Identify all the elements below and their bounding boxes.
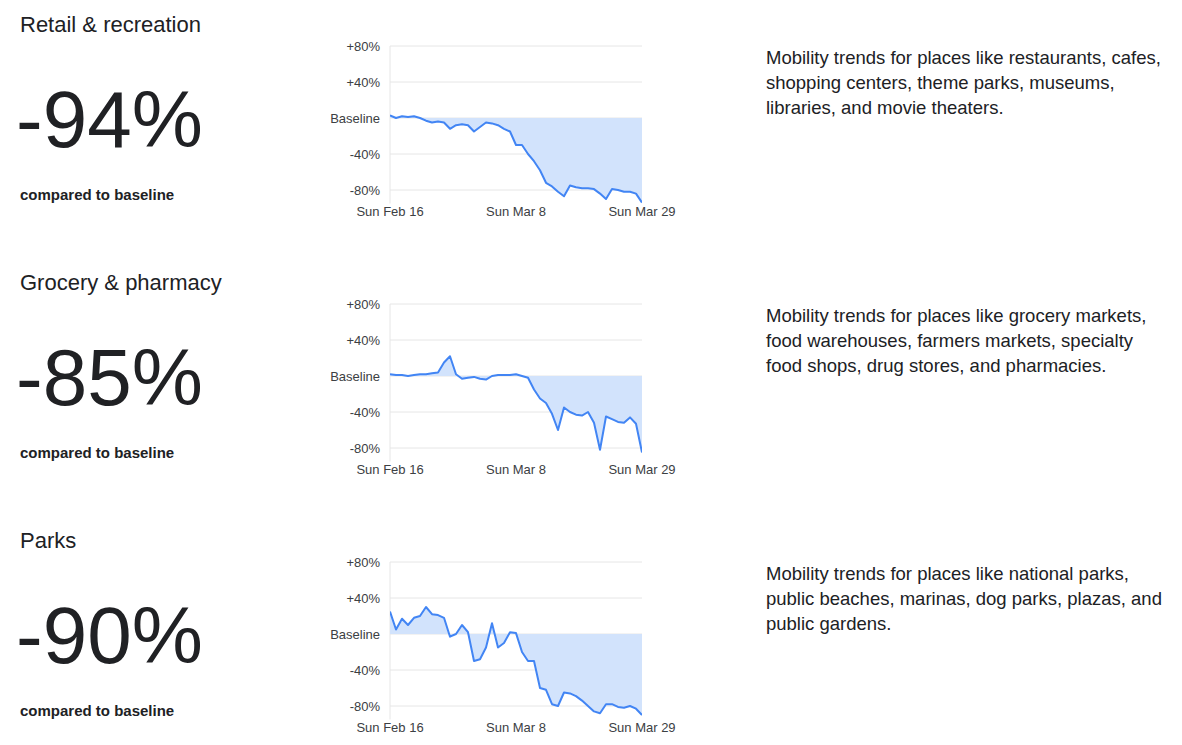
y-tick-label: +80% — [346, 555, 380, 570]
chart-title: Parks — [20, 528, 76, 553]
description: Mobility trends for places like restaura… — [766, 45, 1166, 120]
y-tick-label: -80% — [350, 441, 381, 456]
trend-line — [390, 356, 642, 452]
y-tick-label: -40% — [350, 405, 381, 420]
x-tick-label: Sun Feb 16 — [356, 720, 423, 735]
y-tick-label: Baseline — [330, 369, 380, 384]
grid-line — [390, 82, 642, 83]
subtitle: compared to baseline — [20, 186, 174, 203]
description: Mobility trends for places like national… — [766, 561, 1166, 636]
trend-line — [390, 115, 642, 202]
area-fill — [390, 607, 642, 715]
y-tick-label: -40% — [350, 663, 381, 678]
chart-panel: Grocery & pharmacy -85% compared to baseli… — [16, 270, 676, 477]
grid-line — [390, 448, 642, 449]
y-tick-label: -40% — [350, 147, 381, 162]
y-tick-label: +40% — [346, 333, 380, 348]
y-tick-label: Baseline — [330, 627, 380, 642]
y-axis-line — [390, 562, 391, 720]
y-axis-line — [390, 304, 391, 462]
x-tick-label: Sun Mar 8 — [486, 204, 546, 219]
x-tick-label: Sun Feb 16 — [356, 462, 423, 477]
y-tick-label: -80% — [350, 699, 381, 714]
chart-title: Grocery & pharmacy — [20, 270, 222, 295]
headline-value: -94% — [16, 75, 203, 164]
x-tick-label: Sun Mar 29 — [608, 720, 675, 735]
y-tick-label: -80% — [350, 183, 381, 198]
data-group — [390, 356, 642, 452]
y-tick-label: Baseline — [330, 111, 380, 126]
y-tick-label: +80% — [346, 297, 380, 312]
chart-panel: Retail & recreation -94% compared to basel… — [16, 12, 676, 219]
x-tick-label: Sun Feb 16 — [356, 204, 423, 219]
trend-line — [390, 607, 642, 715]
y-axis-line — [390, 46, 391, 204]
x-tick-label: Sun Mar 29 — [608, 204, 675, 219]
grid-line — [390, 562, 642, 563]
data-group — [390, 115, 642, 202]
grid-line — [390, 46, 642, 47]
grid-line — [390, 340, 642, 341]
grid-line — [390, 598, 642, 599]
x-tick-label: Sun Mar 8 — [486, 720, 546, 735]
headline-value: -85% — [16, 333, 203, 422]
area-fill — [390, 115, 642, 202]
grid-line — [390, 304, 642, 305]
description: Mobility trends for places like grocery … — [766, 303, 1166, 378]
x-tick-label: Sun Mar 29 — [608, 462, 675, 477]
subtitle: compared to baseline — [20, 702, 174, 719]
headline-value: -90% — [16, 591, 203, 680]
chart-title: Retail & recreation — [20, 12, 201, 37]
x-tick-label: Sun Mar 8 — [486, 462, 546, 477]
y-tick-label: +40% — [346, 591, 380, 606]
area-fill — [390, 356, 642, 452]
data-group — [390, 607, 642, 715]
chart-panel: Parks -90% compared to baseline +80% +40% Bas… — [16, 528, 676, 735]
y-tick-label: +40% — [346, 75, 380, 90]
y-tick-label: +80% — [346, 39, 380, 54]
subtitle: compared to baseline — [20, 444, 174, 461]
